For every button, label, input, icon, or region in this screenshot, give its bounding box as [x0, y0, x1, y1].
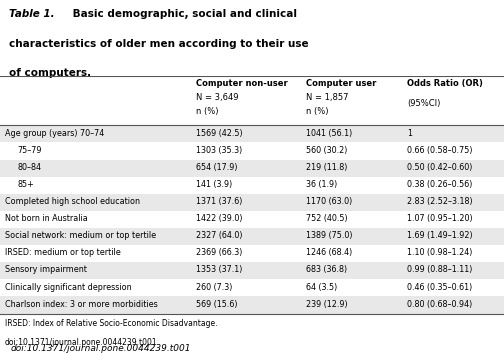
- Bar: [0, 245, 504, 262]
- Text: of computers.: of computers.: [10, 68, 92, 78]
- Text: IRSED: Index of Relative Socio-Economic Disadvantage.: IRSED: Index of Relative Socio-Economic …: [5, 319, 218, 327]
- Text: 219 (11.8): 219 (11.8): [306, 163, 348, 172]
- Text: Charlson index: 3 or more morbidities: Charlson index: 3 or more morbidities: [5, 300, 158, 309]
- Text: 1303 (35.3): 1303 (35.3): [196, 145, 242, 155]
- Bar: [0, 228, 504, 245]
- Text: Table 1.: Table 1.: [10, 9, 55, 19]
- Text: 560 (30.2): 560 (30.2): [306, 145, 348, 155]
- Text: N = 3,649: N = 3,649: [196, 93, 238, 102]
- Text: Odds Ratio (OR): Odds Ratio (OR): [407, 79, 483, 88]
- Text: 2327 (64.0): 2327 (64.0): [196, 231, 242, 240]
- Bar: [0, 142, 504, 160]
- Text: 239 (12.9): 239 (12.9): [306, 300, 348, 309]
- Text: N = 1,857: N = 1,857: [306, 93, 349, 102]
- Text: 141 (3.9): 141 (3.9): [196, 180, 232, 189]
- Text: n (%): n (%): [306, 107, 329, 116]
- Text: Social network: medium or top tertile: Social network: medium or top tertile: [5, 231, 156, 240]
- Text: 654 (17.9): 654 (17.9): [196, 163, 237, 172]
- Text: n (%): n (%): [196, 107, 218, 116]
- Text: 752 (40.5): 752 (40.5): [306, 214, 348, 223]
- Text: Not born in Australia: Not born in Australia: [5, 214, 88, 223]
- Text: 0.46 (0.35–0.61): 0.46 (0.35–0.61): [407, 282, 472, 292]
- Text: 1: 1: [407, 129, 412, 137]
- Text: 0.99 (0.88–1.11): 0.99 (0.88–1.11): [407, 266, 473, 274]
- Text: 1170 (63.0): 1170 (63.0): [306, 197, 353, 206]
- Text: (95%CI): (95%CI): [407, 99, 440, 108]
- Text: 0.66 (0.58–0.75): 0.66 (0.58–0.75): [407, 145, 473, 155]
- Text: 1.07 (0.95–1.20): 1.07 (0.95–1.20): [407, 214, 473, 223]
- Text: Computer non-user: Computer non-user: [196, 79, 288, 88]
- Text: 1041 (56.1): 1041 (56.1): [306, 129, 353, 137]
- Text: 1569 (42.5): 1569 (42.5): [196, 129, 242, 137]
- Text: 1389 (75.0): 1389 (75.0): [306, 231, 353, 240]
- Bar: [0, 296, 504, 314]
- Text: 1246 (68.4): 1246 (68.4): [306, 248, 353, 257]
- Text: Completed high school education: Completed high school education: [5, 197, 140, 206]
- Text: 1.69 (1.49–1.92): 1.69 (1.49–1.92): [407, 231, 473, 240]
- Bar: [0, 160, 504, 177]
- Bar: [0, 194, 504, 211]
- Text: 683 (36.8): 683 (36.8): [306, 266, 348, 274]
- Text: 0.38 (0.26–0.56): 0.38 (0.26–0.56): [407, 180, 473, 189]
- Text: doi:10.1371/journal.pone.0044239.t001: doi:10.1371/journal.pone.0044239.t001: [5, 338, 158, 347]
- Text: 260 (7.3): 260 (7.3): [196, 282, 232, 292]
- Text: Computer user: Computer user: [306, 79, 377, 88]
- Text: 80–84: 80–84: [18, 163, 42, 172]
- Text: 2.83 (2.52–3.18): 2.83 (2.52–3.18): [407, 197, 473, 206]
- Text: 64 (3.5): 64 (3.5): [306, 282, 338, 292]
- Text: 0.50 (0.42–0.60): 0.50 (0.42–0.60): [407, 163, 473, 172]
- Text: 85+: 85+: [18, 180, 34, 189]
- Bar: [0, 211, 504, 228]
- Bar: [0, 262, 504, 279]
- Text: 2369 (66.3): 2369 (66.3): [196, 248, 242, 257]
- Text: 1353 (37.1): 1353 (37.1): [196, 266, 242, 274]
- Text: IRSED: medium or top tertile: IRSED: medium or top tertile: [5, 248, 121, 257]
- Text: Age group (years) 70–74: Age group (years) 70–74: [5, 129, 104, 137]
- Text: 75–79: 75–79: [18, 145, 42, 155]
- Text: Sensory impairment: Sensory impairment: [5, 266, 87, 274]
- Bar: [0, 279, 504, 296]
- Text: characteristics of older men according to their use: characteristics of older men according t…: [10, 39, 309, 48]
- Text: 0.80 (0.68–0.94): 0.80 (0.68–0.94): [407, 300, 472, 309]
- Text: Basic demographic, social and clinical: Basic demographic, social and clinical: [69, 9, 297, 19]
- Bar: [0, 125, 504, 142]
- Text: 1.10 (0.98–1.24): 1.10 (0.98–1.24): [407, 248, 473, 257]
- Text: 569 (15.6): 569 (15.6): [196, 300, 237, 309]
- Text: 36 (1.9): 36 (1.9): [306, 180, 338, 189]
- Text: 1422 (39.0): 1422 (39.0): [196, 214, 242, 223]
- Text: 1371 (37.6): 1371 (37.6): [196, 197, 242, 206]
- Text: Clinically significant depression: Clinically significant depression: [5, 282, 132, 292]
- Text: doi:10.1371/journal.pone.0044239.t001: doi:10.1371/journal.pone.0044239.t001: [10, 344, 191, 353]
- Bar: [0, 177, 504, 194]
